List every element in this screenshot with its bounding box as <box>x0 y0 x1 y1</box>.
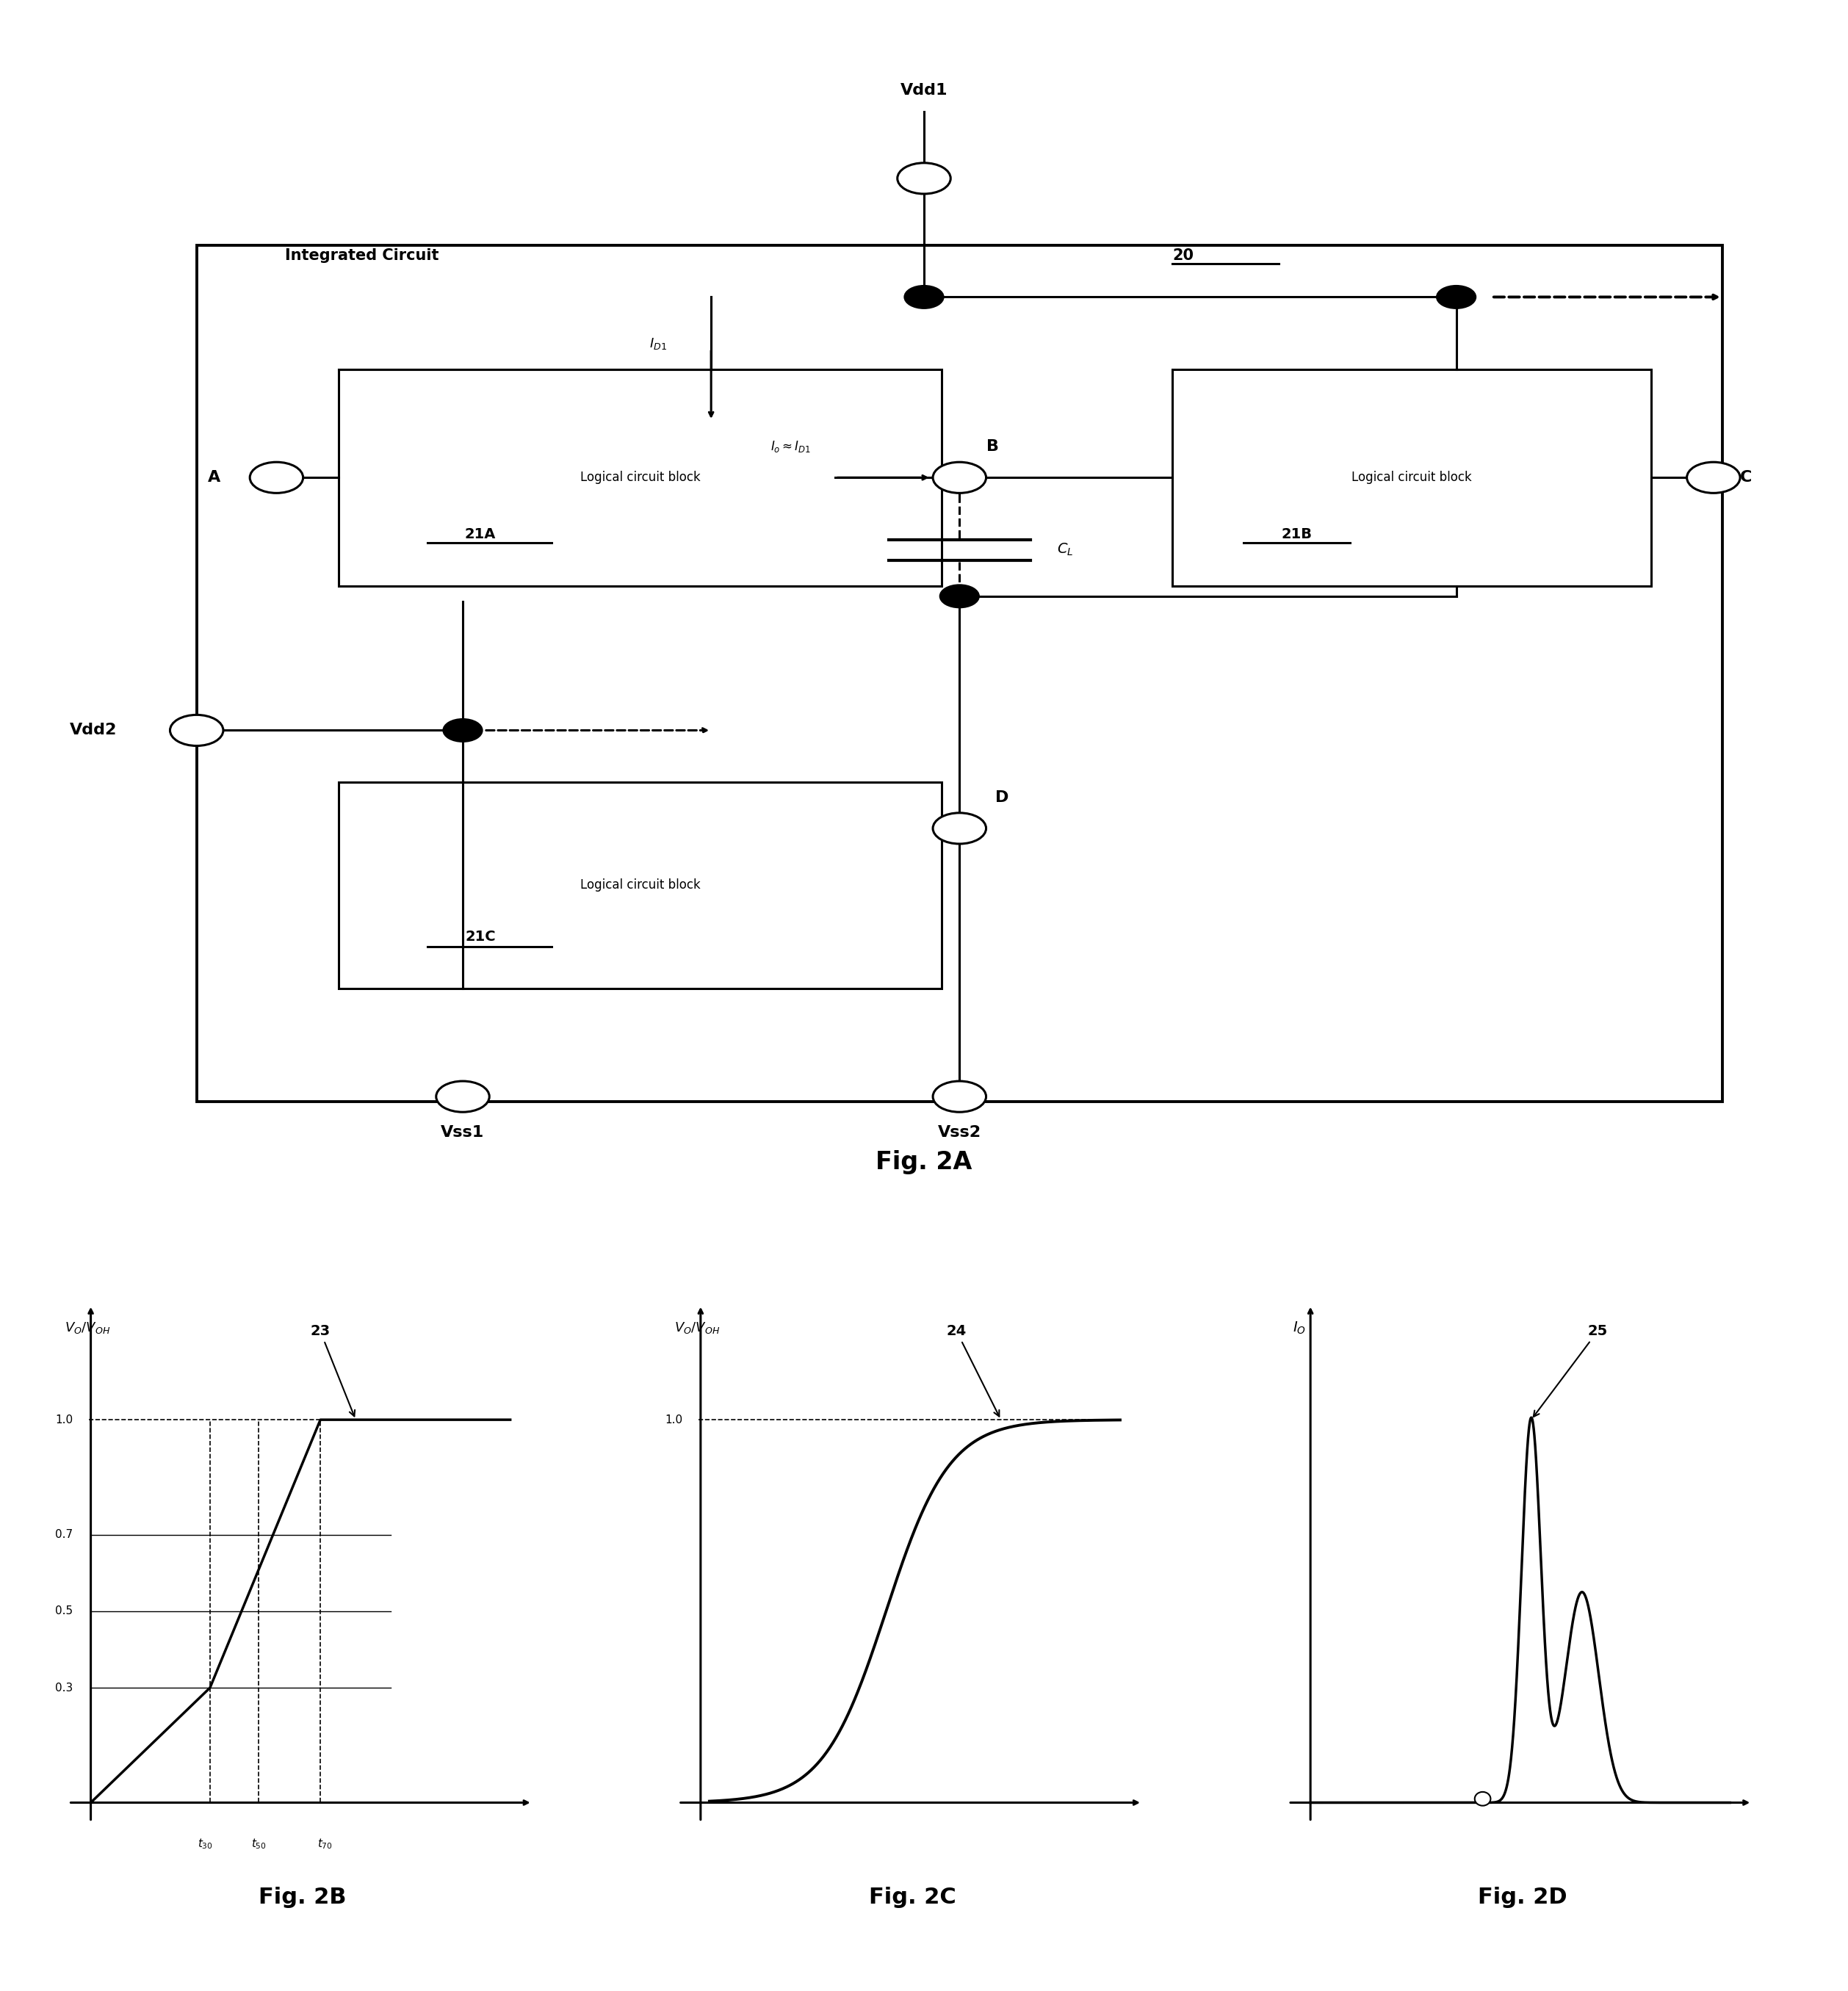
Text: $I_{D1}$: $I_{D1}$ <box>649 336 667 350</box>
Circle shape <box>1475 1792 1491 1806</box>
Text: Fig. 2C: Fig. 2C <box>869 1887 955 1907</box>
Text: 0.7: 0.7 <box>55 1529 74 1541</box>
Circle shape <box>933 462 987 494</box>
Text: D: D <box>994 790 1009 804</box>
Text: 21A: 21A <box>466 528 495 542</box>
Circle shape <box>904 285 944 309</box>
Text: Vss1: Vss1 <box>442 1125 484 1141</box>
Text: 25: 25 <box>1534 1324 1608 1418</box>
Text: Integrated Circuit: Integrated Circuit <box>285 249 445 263</box>
Circle shape <box>933 1081 987 1113</box>
Text: Fig. 2D: Fig. 2D <box>1478 1887 1567 1907</box>
Circle shape <box>1436 285 1477 309</box>
Circle shape <box>941 585 979 607</box>
Bar <box>1172 368 1652 585</box>
Text: 20: 20 <box>1172 249 1194 263</box>
Text: C: C <box>1741 470 1752 486</box>
Text: Logical circuit block: Logical circuit block <box>1351 472 1473 484</box>
Circle shape <box>170 715 224 747</box>
Text: A: A <box>209 470 220 486</box>
Circle shape <box>933 812 987 844</box>
Circle shape <box>898 163 950 193</box>
Text: 1.0: 1.0 <box>665 1414 684 1426</box>
Text: $t_{30}$: $t_{30}$ <box>198 1838 213 1852</box>
Text: $I_o{\approx}I_{D1}$: $I_o{\approx}I_{D1}$ <box>771 440 811 454</box>
Bar <box>338 368 942 585</box>
Text: 24: 24 <box>946 1324 1000 1416</box>
Text: $C_L$: $C_L$ <box>1057 542 1074 557</box>
Text: 23: 23 <box>310 1324 355 1416</box>
Text: Logical circuit block: Logical circuit block <box>580 472 700 484</box>
Circle shape <box>444 719 482 743</box>
Text: 1.0: 1.0 <box>55 1414 74 1426</box>
Text: $V_O/V_{OH}$: $V_O/V_{OH}$ <box>675 1320 719 1336</box>
Text: Vdd2: Vdd2 <box>70 723 116 739</box>
Bar <box>338 782 942 988</box>
Text: 0.5: 0.5 <box>55 1605 74 1617</box>
Text: Vdd1: Vdd1 <box>900 84 948 98</box>
Circle shape <box>1687 462 1741 494</box>
Bar <box>196 245 1722 1101</box>
Text: $t_{50}$: $t_{50}$ <box>251 1838 266 1852</box>
Text: Fig. 2B: Fig. 2B <box>259 1887 347 1907</box>
Text: $V_O/V_{OH}$: $V_O/V_{OH}$ <box>65 1320 109 1336</box>
Text: Fig. 2A: Fig. 2A <box>876 1149 972 1175</box>
Text: 21B: 21B <box>1281 528 1312 542</box>
Text: 21C: 21C <box>466 930 495 944</box>
Circle shape <box>249 462 303 494</box>
Text: B: B <box>987 440 998 454</box>
Text: Vss2: Vss2 <box>937 1125 981 1141</box>
Text: Logical circuit block: Logical circuit block <box>580 878 700 892</box>
Text: $I_O$: $I_O$ <box>1294 1320 1307 1336</box>
Circle shape <box>436 1081 490 1113</box>
Text: $t_{70}$: $t_{70}$ <box>318 1838 333 1852</box>
Text: 0.3: 0.3 <box>55 1682 74 1692</box>
